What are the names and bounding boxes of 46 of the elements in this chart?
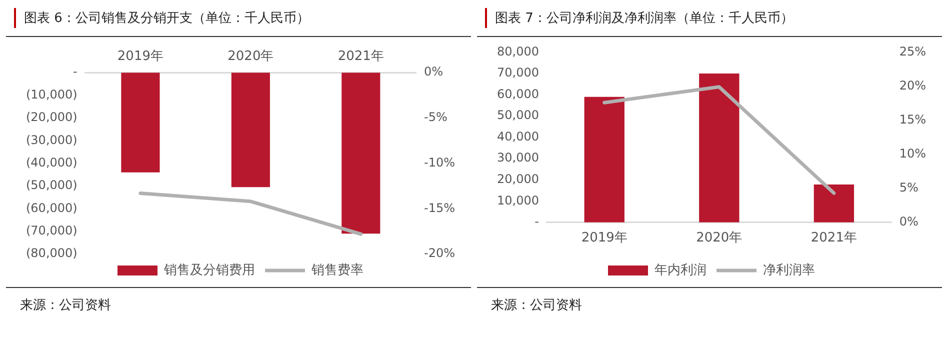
source-note: 来源：公司资料 (20, 298, 111, 313)
y2-tick-label: 25% (899, 44, 926, 58)
y2-tick-label: -20% (424, 246, 456, 260)
source-note: 来源：公司资料 (491, 298, 582, 313)
bar (584, 96, 624, 222)
y2-tick-label: 5% (899, 180, 918, 194)
y-tick-label: (60,000) (26, 200, 78, 215)
y2-tick-label: 0% (424, 64, 444, 79)
y-tick-label: - (73, 64, 78, 79)
y-tick-label: (10,000) (26, 87, 78, 102)
y-tick-label: - (534, 214, 539, 229)
y-tick-label: (40,000) (26, 155, 78, 170)
y-tick-label: 60,000 (496, 86, 539, 101)
y-tick-label: 70,000 (496, 66, 539, 80)
y2-tick-label: -10% (424, 155, 456, 170)
y-tick-label: 50,000 (496, 108, 539, 122)
x-tick-label: 2021年 (810, 230, 857, 246)
legend-label: 年内利润 (654, 262, 706, 278)
y-tick-label: 30,000 (496, 150, 539, 165)
x-tick-label: 2019年 (117, 49, 164, 64)
x-tick-label: 2021年 (338, 49, 384, 64)
legend-label: 销售费率 (310, 262, 364, 278)
y-tick-label: (80,000) (26, 246, 78, 260)
x-tick-label: 2020年 (228, 49, 274, 64)
y-tick-label: 80,000 (496, 44, 539, 58)
chart-title: 图表 6：公司销售及分销开支（单位：千人民币） (24, 10, 310, 27)
y2-tick-label: 15% (899, 112, 926, 126)
y2-tick-label: 10% (899, 146, 926, 160)
bar (814, 184, 854, 222)
chart-title: 图表 7：公司净利润及净利润率（单位：千人民币） (495, 10, 794, 27)
x-tick-label: 2019年 (581, 230, 628, 246)
y2-tick-label: 20% (899, 78, 926, 92)
y2-tick-label: -5% (424, 110, 448, 124)
y-tick-label: (50,000) (26, 178, 78, 192)
y-tick-label: (70,000) (26, 223, 78, 238)
bar (699, 73, 740, 222)
y2-tick-label: 0% (899, 214, 918, 229)
y-tick-label: 20,000 (496, 172, 539, 186)
y-tick-label: (30,000) (26, 132, 78, 147)
y-tick-label: 10,000 (496, 193, 539, 208)
legend-label: 销售及分销费用 (163, 262, 255, 278)
y-tick-label: 40,000 (496, 129, 539, 144)
legend-label: 净利润率 (763, 262, 815, 278)
y-tick-label: (20,000) (26, 110, 78, 124)
y2-tick-label: -15% (424, 200, 456, 215)
x-tick-label: 2020年 (696, 230, 742, 246)
